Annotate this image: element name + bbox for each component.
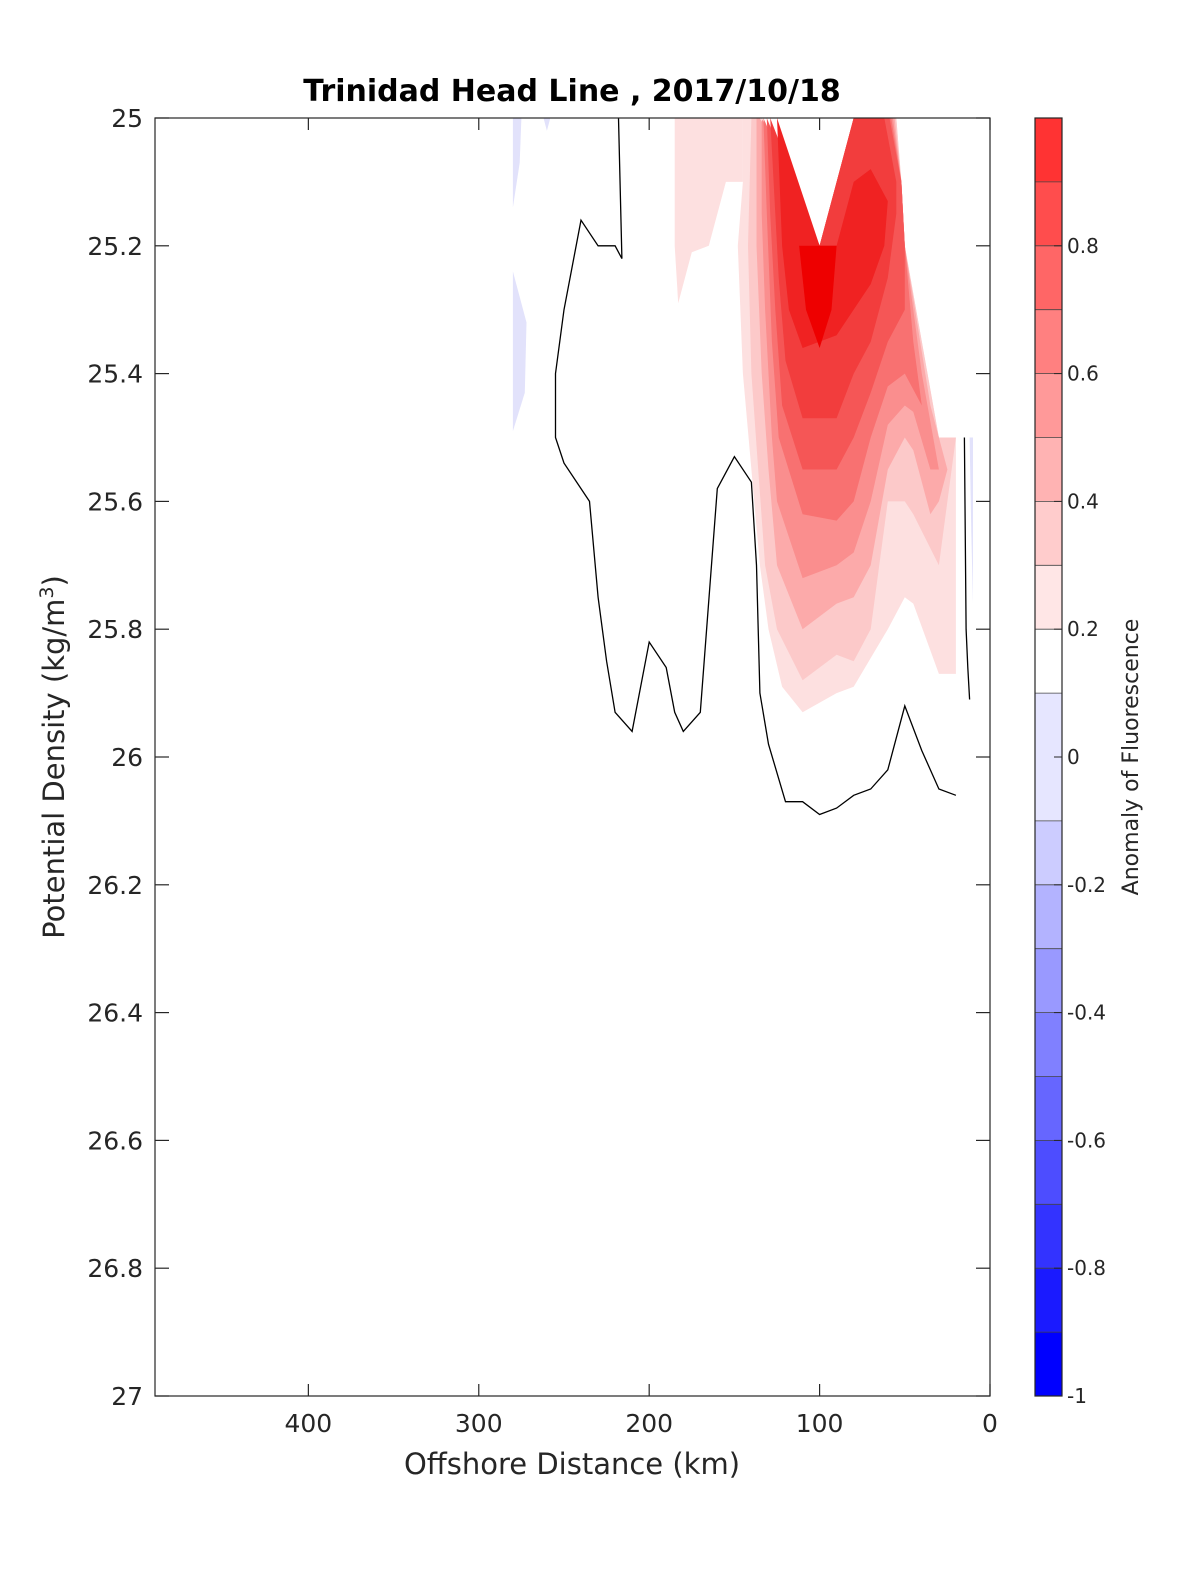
colorbar-tick-label: 0.8: [1067, 234, 1099, 258]
contour-region-9: [799, 245, 837, 348]
colorbar-band: [1035, 1012, 1062, 1077]
y-tick-label: 26.6: [87, 1126, 143, 1155]
x-tick-label: 100: [796, 1409, 844, 1438]
y-tick-label: 27: [111, 1382, 143, 1411]
y-tick-label: 26.2: [87, 871, 143, 900]
y-tick-label: 26.8: [87, 1254, 143, 1283]
zero-contour-0: [554, 118, 957, 816]
y-tick-label: 25: [111, 104, 143, 133]
colorbar-tick-label: 0.6: [1067, 362, 1099, 386]
colorbar-band: [1035, 501, 1062, 566]
colorbar-tick-label: 0: [1067, 745, 1080, 769]
colorbar-band: [1035, 565, 1062, 630]
y-axis: 25 25.2 25.4 25.6 25.8 26 26.2 26.4 26.6 26.8 27: [87, 104, 990, 1411]
contour-region-0: [674, 118, 743, 304]
contour-region-12: [512, 271, 527, 432]
colorbar-tick-label: -0.2: [1067, 873, 1106, 897]
colorbar-tick-label: -0.8: [1067, 1256, 1106, 1280]
x-tick-label: 200: [625, 1409, 673, 1438]
colorbar-band: [1035, 629, 1062, 694]
colorbar-label: Anomaly of Fluorescence: [1119, 619, 1144, 896]
y-tick-label: 25.8: [87, 615, 143, 644]
zero-contour-lines: [554, 118, 971, 816]
colorbar-band: [1035, 373, 1062, 438]
x-axis: 400 300 200 100 0: [285, 118, 998, 1438]
x-axis-label: Offshore Distance (km): [404, 1447, 740, 1481]
chart-title: Trinidad Head Line , 2017/10/18: [303, 74, 840, 109]
y-tick-label: 26: [111, 743, 143, 772]
colorbar-band: [1035, 245, 1062, 310]
colorbar-band: [1035, 437, 1062, 502]
filled-contours: [512, 118, 973, 713]
zero-contour-1: [963, 437, 971, 700]
y-tick-label: 26.4: [87, 999, 143, 1028]
contour-region-10: [512, 118, 522, 208]
colorbar-band: [1035, 884, 1062, 949]
x-tick-label: 0: [982, 1409, 998, 1438]
colorbar-band: [1035, 309, 1062, 374]
colorbar-tick-label: 0.4: [1067, 489, 1099, 513]
colorbar-band: [1035, 1204, 1062, 1269]
colorbar-band: [1035, 1268, 1062, 1333]
colorbar-tick-label: 0.2: [1067, 617, 1099, 641]
colorbar-band: [1035, 181, 1062, 246]
colorbar: -1 -0.8 -0.6 -0.4 -0.2 0 0.2 0.4 0.6 0.8: [1034, 117, 1106, 1408]
colorbar-band: [1035, 1140, 1062, 1205]
contour-region-13: [969, 437, 973, 604]
y-tick-label: 25.4: [87, 360, 143, 389]
colorbar-band: [1035, 1076, 1062, 1141]
colorbar-tick-label: -0.6: [1067, 1128, 1106, 1152]
y-tick-label: 25.6: [87, 487, 143, 516]
x-tick-label: 300: [455, 1409, 503, 1438]
colorbar-band: [1035, 820, 1062, 885]
colorbar-band: [1035, 948, 1062, 1013]
colorbar-tick-label: -1: [1067, 1384, 1087, 1408]
colorbar-tick-label: -0.4: [1067, 1001, 1106, 1025]
y-tick-label: 25.2: [87, 232, 143, 261]
y-axis-label: Potential Density (kg/m3): [36, 575, 71, 939]
contour-region-11: [543, 118, 551, 131]
colorbar-band: [1035, 1332, 1062, 1396]
colorbar-band: [1035, 118, 1062, 182]
x-tick-label: 400: [285, 1409, 333, 1438]
